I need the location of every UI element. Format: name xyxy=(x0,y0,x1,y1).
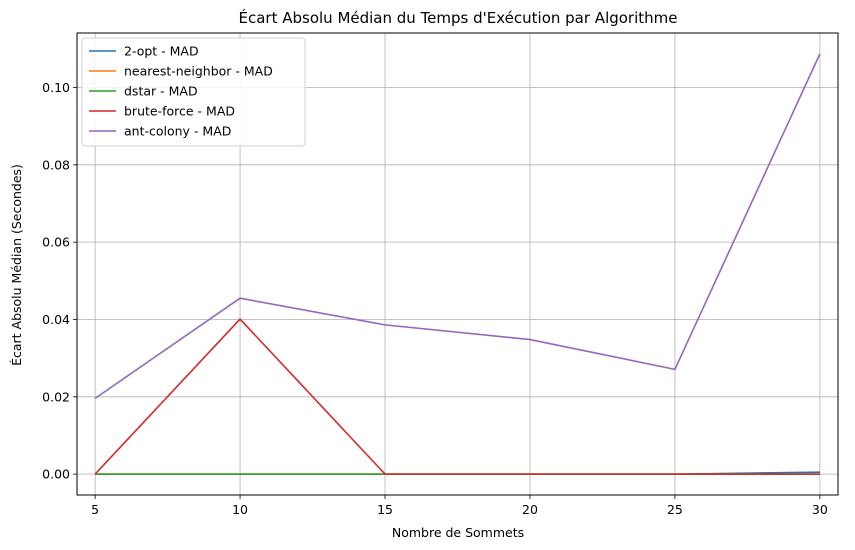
y-tick-label: 0.02 xyxy=(42,389,70,404)
x-tick-label: 5 xyxy=(91,502,99,517)
y-axis-label: Écart Absolu Médian (Secondes) xyxy=(9,164,24,366)
y-tick-label: 0.06 xyxy=(42,235,70,250)
legend-label: brute-force - MAD xyxy=(124,104,235,119)
y-tick-label: 0.04 xyxy=(42,312,70,327)
y-tick-label: 0.10 xyxy=(42,80,70,95)
legend: 2-opt - MAD nearest-neighbor - MAD dstar -… xyxy=(81,37,306,147)
x-tick-label: 30 xyxy=(812,502,828,517)
legend-box xyxy=(81,37,306,147)
chart-title: Écart Absolu Médian du Temps d'Exécution… xyxy=(239,8,678,27)
legend-label: nearest-neighbor - MAD xyxy=(124,64,273,79)
plot-area-frame xyxy=(76,32,839,496)
series-line-brute-force-mad xyxy=(94,318,820,475)
y-tick-label: 0.08 xyxy=(42,157,70,172)
x-axis-label: Nombre de Sommets xyxy=(392,525,524,540)
x-tick-label: 20 xyxy=(522,502,538,517)
legend-label: ant-colony - MAD xyxy=(124,124,231,139)
series-line-ant-colony-mad xyxy=(94,53,821,400)
legend-label: dstar - MAD xyxy=(124,84,198,99)
series-lines xyxy=(94,53,821,475)
x-tick-label: 15 xyxy=(377,502,393,517)
x-tick-label: 10 xyxy=(232,502,248,517)
axis-ticks: 5 10 15 20 25 30 0.00 0.02 0.04 0.06 0.08 0.10 xyxy=(42,80,828,517)
x-tick-label: 25 xyxy=(667,502,683,517)
y-tick-label: 0.00 xyxy=(42,467,70,482)
legend-label: 2-opt - MAD xyxy=(124,44,199,59)
